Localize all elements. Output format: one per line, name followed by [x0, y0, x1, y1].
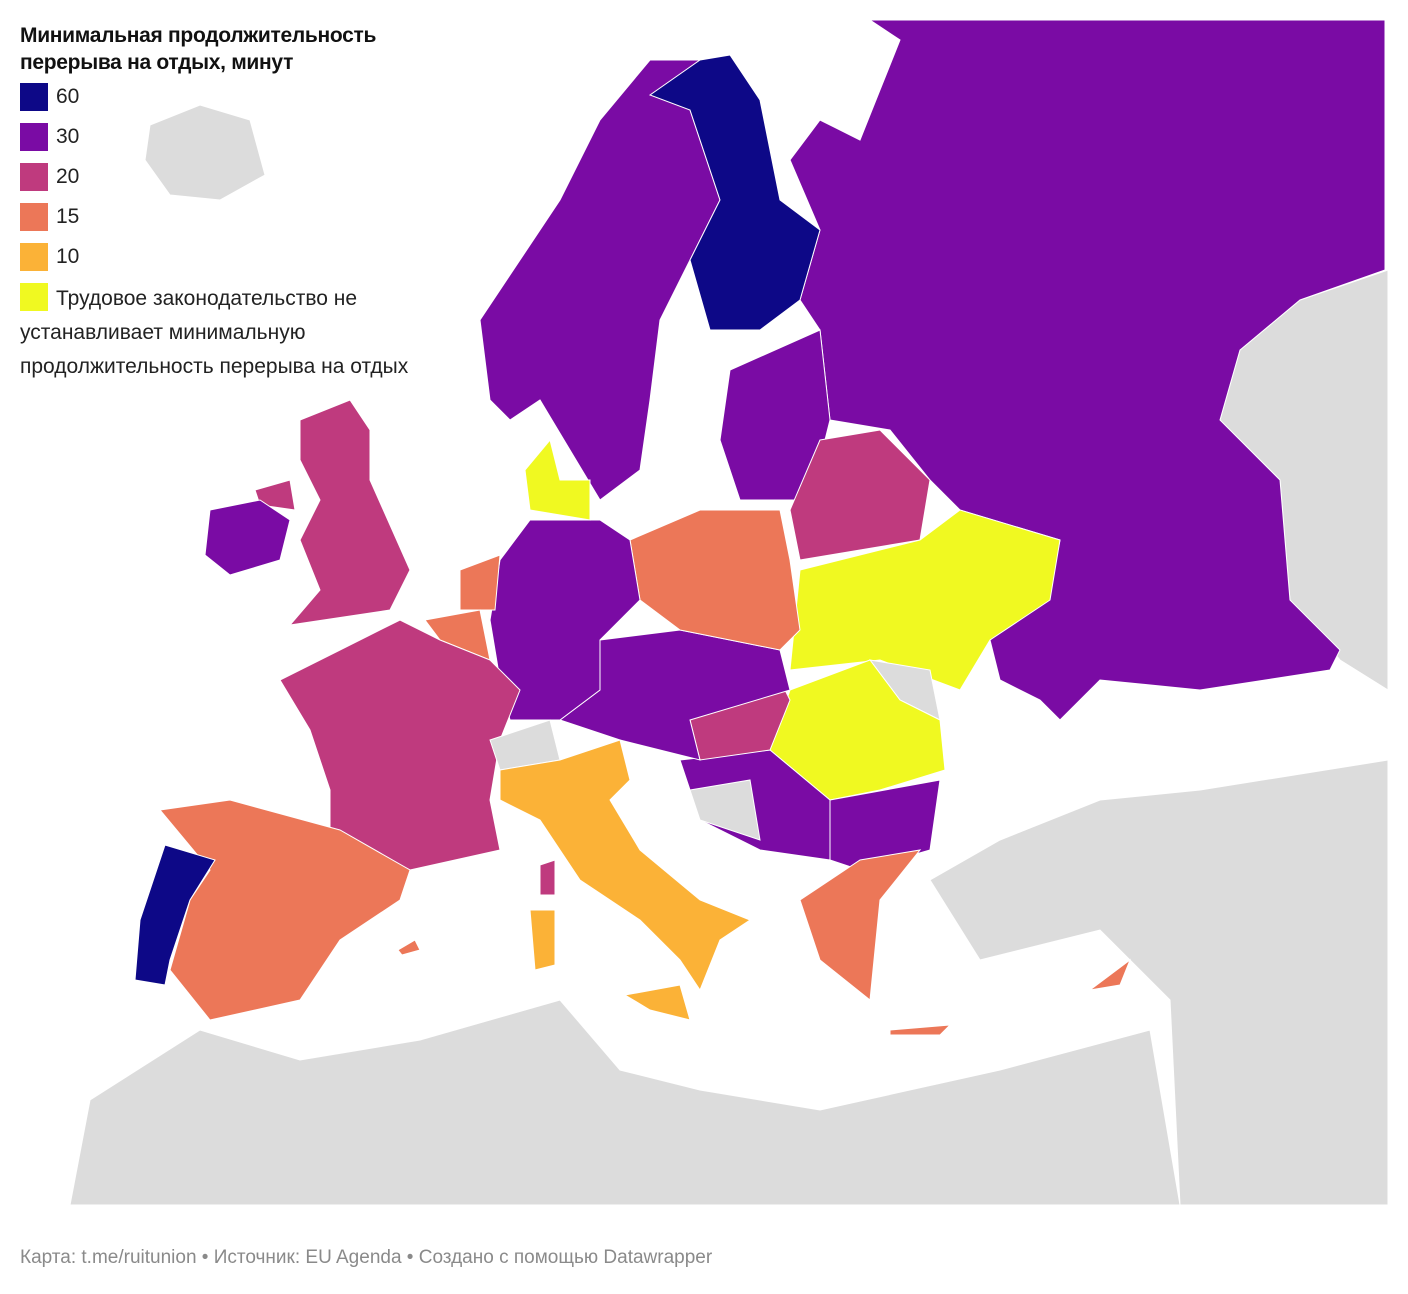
legend-label: 30 — [56, 125, 80, 148]
bosnia — [689, 779, 761, 841]
corsica — [539, 859, 556, 896]
great-britain — [288, 399, 411, 626]
footer: Карта: t.me/ruitunion • Источник: EU Age… — [20, 1247, 713, 1268]
denmark — [524, 438, 591, 521]
legend-swatch — [20, 123, 48, 151]
legend-label: 60 — [56, 85, 80, 108]
italy — [499, 739, 752, 992]
portugal — [134, 844, 216, 986]
legend-label: 15 — [56, 205, 80, 228]
legend-swatch — [20, 163, 48, 191]
legend-title: Минимальная продолжительность перерыва н… — [20, 24, 377, 74]
legend-swatch — [20, 203, 48, 231]
legend-label: 10 — [56, 245, 80, 268]
legend-item: 10 — [20, 240, 420, 274]
legend-item: 60 — [20, 80, 420, 114]
legend-item: 20 — [20, 160, 420, 194]
legend-label: Трудовое законодательство не устанавлива… — [20, 287, 409, 378]
turkey-middle-east — [929, 759, 1389, 1206]
legend-items: 60 30 20 15 10 Трудовое законодательство не у… — [20, 80, 420, 384]
north-africa — [69, 999, 1181, 1206]
ukraine — [789, 509, 1061, 691]
finland — [648, 54, 821, 331]
legend-swatch — [20, 283, 48, 311]
scandinavia — [479, 59, 721, 501]
legend-item: Трудовое законодательство не устанавлива… — [20, 280, 420, 384]
sicily — [623, 984, 691, 1021]
france — [279, 619, 521, 871]
crete — [889, 1024, 952, 1036]
iceland — [144, 104, 266, 201]
cyprus — [1089, 958, 1132, 991]
legend-swatch — [20, 243, 48, 271]
legend-label: 20 — [56, 165, 80, 188]
legend-item: 30 — [20, 120, 420, 154]
ireland — [204, 499, 291, 576]
legend: Минимальная продолжительность перерыва н… — [20, 22, 420, 390]
legend-swatch — [20, 83, 48, 111]
poland — [629, 509, 801, 651]
balearics — [397, 939, 421, 956]
greece — [799, 849, 922, 1001]
netherlands — [459, 554, 501, 611]
sardinia — [529, 909, 556, 971]
legend-item: 15 — [20, 200, 420, 234]
